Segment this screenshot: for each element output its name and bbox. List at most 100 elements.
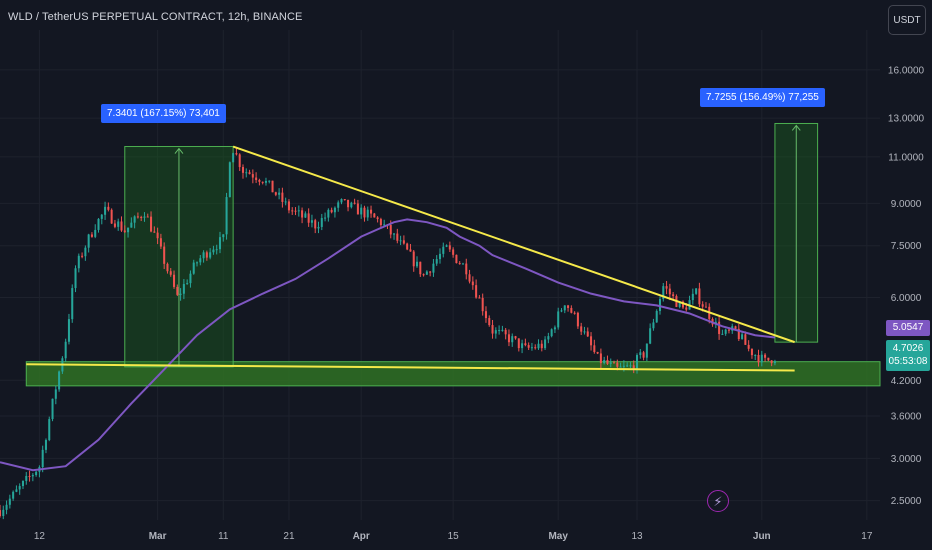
candle xyxy=(268,180,271,182)
candle xyxy=(291,210,294,212)
candle xyxy=(87,234,90,248)
candle xyxy=(701,304,704,307)
candle xyxy=(658,299,662,311)
candle xyxy=(724,329,727,334)
candle xyxy=(330,209,333,213)
candle xyxy=(389,224,392,235)
candle xyxy=(553,327,556,330)
candle xyxy=(44,440,47,450)
candle xyxy=(261,181,264,183)
candle xyxy=(228,162,231,198)
candle xyxy=(120,221,123,231)
x-tick-label: May xyxy=(548,531,568,542)
candle xyxy=(159,238,162,247)
candle xyxy=(517,338,520,349)
candle xyxy=(173,274,176,287)
ma-value-tag: 5.0547 xyxy=(886,320,930,336)
candle xyxy=(435,259,438,264)
y-tick-label: 4.2000 xyxy=(891,376,922,387)
candle xyxy=(576,312,579,327)
candle xyxy=(527,345,530,348)
candle xyxy=(353,202,356,204)
y-tick-label: 16.0000 xyxy=(888,65,925,76)
candle xyxy=(773,361,776,364)
candle xyxy=(681,301,685,308)
candle xyxy=(2,509,5,516)
candle xyxy=(343,199,346,201)
candle xyxy=(25,475,28,481)
candle xyxy=(547,336,550,340)
candle xyxy=(146,216,149,218)
time-axis[interactable]: 12 Mar 11 21 Apr 15 May 13 Jun 17 xyxy=(34,531,873,542)
candle xyxy=(222,234,225,238)
candle xyxy=(94,229,97,237)
candle xyxy=(596,352,599,354)
candle xyxy=(704,306,707,308)
candle xyxy=(0,510,2,516)
x-tick-label: 12 xyxy=(34,531,46,542)
candle xyxy=(383,224,386,226)
candle xyxy=(409,249,412,252)
candle xyxy=(41,449,44,468)
candle xyxy=(494,330,497,334)
x-tick-label: Jun xyxy=(753,531,771,542)
candle xyxy=(251,174,254,178)
candle xyxy=(629,365,632,367)
candle xyxy=(71,288,74,320)
candle xyxy=(750,348,753,356)
candle xyxy=(501,329,504,331)
last-price-tag: 4.7026 05:53:08 xyxy=(886,340,930,371)
candle xyxy=(281,192,284,202)
candle xyxy=(665,286,668,289)
chart-overlays xyxy=(0,145,795,472)
candle xyxy=(77,255,80,269)
left-measure-label: 7.3401 (167.15%) 73,401 xyxy=(101,104,226,123)
price-axis[interactable]: 16.0000 13.0000 11.0000 9.0000 7.5000 6.0000 4… xyxy=(888,65,925,507)
candle xyxy=(455,254,458,264)
candle xyxy=(754,354,757,356)
candlestick-series xyxy=(0,147,776,520)
candle xyxy=(425,271,428,275)
candle xyxy=(429,271,432,273)
candle xyxy=(557,311,560,328)
candle xyxy=(205,252,208,258)
candle xyxy=(363,207,366,218)
candle xyxy=(613,362,616,364)
currency-button[interactable]: USDT xyxy=(888,5,926,35)
candle xyxy=(186,283,189,285)
candle xyxy=(81,255,84,257)
candle xyxy=(632,365,635,370)
lightning-icon[interactable]: ⚡︎ xyxy=(707,490,729,512)
candle xyxy=(258,179,261,182)
candle xyxy=(741,334,744,340)
candle xyxy=(54,389,57,399)
candle xyxy=(718,321,721,335)
candle xyxy=(337,202,340,208)
y-tick-label: 3.0000 xyxy=(891,454,922,465)
candle xyxy=(491,325,494,334)
x-tick-label: 11 xyxy=(218,531,229,542)
candle xyxy=(652,322,655,329)
candle xyxy=(747,344,750,349)
candle xyxy=(225,197,228,235)
candle xyxy=(255,177,258,180)
candle xyxy=(507,334,510,343)
candle xyxy=(484,311,487,319)
candle xyxy=(90,234,93,237)
candle xyxy=(317,226,320,229)
candle xyxy=(540,343,543,349)
candle xyxy=(51,398,54,420)
candle xyxy=(373,213,376,218)
candle xyxy=(393,233,396,235)
candle xyxy=(84,247,87,257)
candle xyxy=(241,167,245,173)
candle xyxy=(452,249,455,255)
candle xyxy=(685,307,688,310)
candle xyxy=(573,312,576,314)
candle xyxy=(606,360,609,364)
y-tick-label: 11.0000 xyxy=(888,152,924,163)
candle xyxy=(195,262,199,264)
candle xyxy=(760,354,763,363)
candle xyxy=(110,209,113,224)
